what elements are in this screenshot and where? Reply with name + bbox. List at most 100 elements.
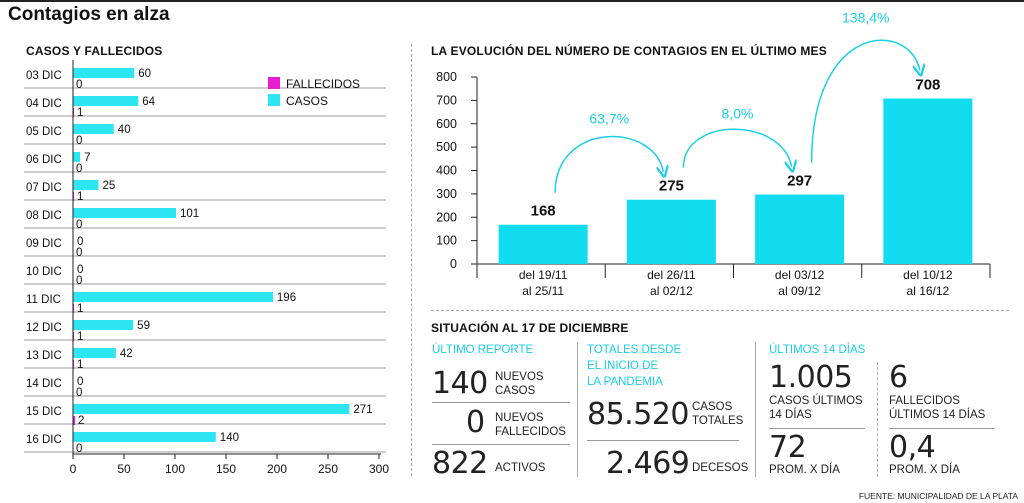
casos14-label-line1: CASOS ÚLTIMOS [769,395,863,407]
page-title: Contagios en alza [8,4,170,25]
value-label-casos: 0 [77,236,83,248]
y-tick-label: 500 [436,140,457,154]
value-label-casos: 59 [137,320,150,332]
nuevos-casos-label: NUEVOS CASOS [495,370,544,398]
x-tick-label: al 02/12 [650,284,693,298]
prom-casos-label: PROM. X DÍA [769,464,840,476]
category-label: 04 DIC [26,98,62,110]
x-tick-label: del 19/11 [519,268,568,282]
x-tick-label: 150 [216,462,236,476]
growth-arrow [554,135,663,193]
value-label-fallecidos: 0 [76,219,82,231]
bar-fallecidos [73,192,75,201]
totales-header-line3: LA PANDEMIA [587,376,663,388]
value-label-fallecidos: 1 [77,303,83,315]
growth-arrow [682,128,791,168]
bar-fallecidos [73,416,76,425]
x-tick-label: 0 [70,462,77,476]
value-label-casos: 42 [120,348,133,360]
x-tick-label: 200 [267,462,287,476]
casos-totales-value: 85.520 [587,397,689,432]
bar-casos [73,124,114,134]
legend-swatch-fallecidos [268,77,280,89]
bar-casos [73,320,134,330]
evolucion-chart: 0 100 200 300 400 500 600 700 800 168 del 19/11 al … [436,10,991,298]
y-tick-label: 100 [436,234,457,248]
column-divider [577,342,578,477]
bar-contagios [883,98,973,264]
y-tick-label: 600 [436,117,457,131]
x-tick-label: del 10/12 [903,268,953,282]
legend-label-fallecidos: FALLECIDOS [286,77,361,91]
category-label: 16 DIC [26,434,62,446]
value-label-casos: 7 [84,152,90,164]
ultimos14-header: ÚLTIMOS 14 DÍAS [769,344,866,356]
category-label: 13 DIC [26,350,62,362]
x-tick-label: 250 [318,462,338,476]
fallecidos14-value: 6 [889,360,908,395]
category-label: 12 DIC [26,322,62,334]
category-label: 15 DIC [26,406,62,418]
totales-header-line2: EL INICIO DE [587,360,659,372]
panel-divider [411,44,412,476]
chart-legend: FALLECIDOS CASOS [268,76,360,110]
x-tick-label: al 25/11 [522,284,564,298]
prom-casos-value: 72 [769,430,807,465]
nuevos-fallecidos-label-line1: NUEVOS [495,412,544,424]
fallecidos14-label-line1: FALLECIDOS [889,395,960,407]
nuevos-casos-label-line2: CASOS [495,385,536,397]
value-label-fallecidos: 0 [76,247,82,259]
y-tick-label: 400 [436,164,457,178]
bar-fallecidos [73,108,75,117]
fallecidos14-label: FALLECIDOS ÚLTIMOS 14 DÍAS [889,394,985,422]
value-label-fallecidos: 0 [76,163,82,175]
value-label-casos: 40 [118,124,131,136]
bar-value-label: 168 [531,203,556,220]
x-tick-label: al 16/12 [907,284,950,298]
bar-value-label: 275 [659,178,684,195]
bar-contagios [755,194,845,264]
casos-totales-label-line1: CASOS [692,401,733,413]
category-label: 14 DIC [26,378,62,390]
value-label-fallecidos: 0 [76,135,82,147]
bar-casos [73,292,273,302]
category-label: 11 DIC [26,294,61,306]
fallecidos14-label-line2: ÚLTIMOS 14 DÍAS [889,409,986,421]
y-tick-label: 300 [436,187,457,201]
casos-totales-label: CASOS TOTALES [692,400,743,428]
value-label-casos: 25 [103,180,116,192]
value-label-fallecidos: 1 [77,191,83,203]
growth-annotation: 63,7% [589,111,629,127]
x-tick-label: del 26/11 [647,268,696,282]
casos14-label: CASOS ÚLTIMOS 14 DÍAS [769,394,863,422]
x-tick-label: 100 [165,462,185,476]
nuevos-fallecidos-value: 0 [466,405,485,440]
x-tick-label: del 03/12 [775,268,825,282]
legend-label-casos: CASOS [286,94,329,108]
growth-annotation: 138,4% [842,10,889,26]
category-label: 06 DIC [26,154,62,166]
prom-fall-label: PROM. X DÍA [889,464,960,476]
bar-fallecidos [73,304,75,313]
legend-item-casos: CASOS [268,93,360,110]
bar-casos [73,348,116,358]
value-label-fallecidos: 2 [78,415,84,427]
prom-fall-value: 0,4 [889,430,936,465]
bar-contagios [626,199,716,264]
decesos-label: DECESOS [692,462,749,474]
value-label-casos: 60 [138,68,151,80]
category-label: 07 DIC [26,182,62,194]
right-chart-title: LA EVOLUCIÓN DEL NÚMERO DE CONTAGIOS EN … [431,44,827,58]
column-divider [755,342,756,477]
decesos-value: 2.469 [606,446,690,481]
bar-casos [73,68,135,78]
value-label-fallecidos: 0 [76,443,82,455]
growth-arrow [810,39,920,163]
bar-value-label: 708 [915,77,940,94]
value-label-casos: 271 [353,404,372,416]
value-label-fallecidos: 0 [76,387,82,399]
bar-casos [73,432,216,442]
bar-casos [73,96,139,106]
source-note: FUENTE: MUNICIPALIDAD DE LA PLATA [858,491,1018,501]
